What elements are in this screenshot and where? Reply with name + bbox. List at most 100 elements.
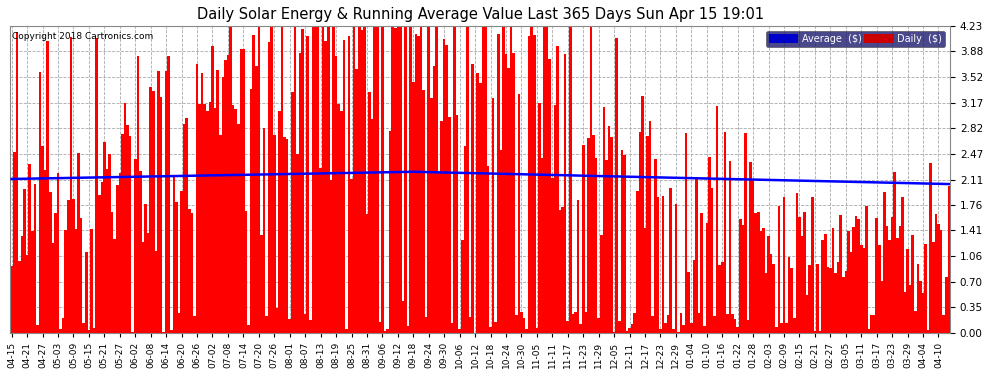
Bar bbox=[729, 161, 732, 333]
Bar bbox=[796, 194, 798, 333]
Bar bbox=[249, 89, 252, 333]
Bar bbox=[481, 26, 484, 333]
Bar bbox=[592, 135, 595, 333]
Bar bbox=[399, 26, 402, 333]
Bar bbox=[103, 142, 106, 333]
Bar bbox=[600, 234, 603, 333]
Bar bbox=[574, 312, 577, 333]
Bar bbox=[816, 264, 819, 333]
Bar bbox=[358, 26, 360, 333]
Bar bbox=[368, 92, 371, 333]
Bar bbox=[31, 231, 34, 333]
Bar bbox=[193, 316, 196, 333]
Bar bbox=[10, 266, 13, 333]
Bar bbox=[59, 329, 62, 333]
Text: Copyright 2018 Cartronics.com: Copyright 2018 Cartronics.com bbox=[12, 32, 153, 41]
Bar bbox=[404, 26, 407, 333]
Bar bbox=[371, 119, 373, 333]
Bar bbox=[95, 38, 98, 333]
Bar bbox=[137, 56, 140, 333]
Bar bbox=[227, 56, 230, 333]
Bar bbox=[162, 332, 165, 333]
Bar bbox=[50, 192, 51, 333]
Bar bbox=[690, 324, 693, 333]
Bar bbox=[751, 179, 754, 333]
Bar bbox=[742, 225, 744, 333]
Bar bbox=[904, 292, 906, 333]
Bar bbox=[224, 60, 227, 333]
Bar bbox=[526, 329, 528, 333]
Bar bbox=[24, 189, 26, 333]
Bar bbox=[201, 73, 204, 333]
Bar bbox=[301, 29, 304, 333]
Bar bbox=[878, 245, 880, 333]
Bar bbox=[857, 219, 860, 333]
Bar bbox=[436, 26, 438, 333]
Bar bbox=[558, 210, 561, 333]
Bar bbox=[860, 245, 862, 333]
Bar bbox=[541, 158, 544, 333]
Bar bbox=[140, 171, 142, 333]
Bar bbox=[536, 328, 539, 333]
Bar bbox=[639, 132, 642, 333]
Bar bbox=[450, 323, 453, 333]
Bar bbox=[829, 268, 832, 333]
Bar bbox=[98, 195, 101, 333]
Bar bbox=[837, 262, 840, 333]
Bar bbox=[154, 251, 157, 333]
Bar bbox=[152, 91, 154, 333]
Bar bbox=[654, 159, 656, 333]
Bar bbox=[360, 30, 363, 333]
Bar bbox=[656, 197, 659, 333]
Bar bbox=[443, 39, 446, 333]
Bar bbox=[613, 332, 616, 333]
Bar bbox=[286, 139, 288, 333]
Bar bbox=[597, 318, 600, 333]
Bar bbox=[944, 277, 947, 333]
Bar bbox=[13, 152, 16, 333]
Bar bbox=[634, 313, 636, 333]
Bar bbox=[695, 180, 698, 333]
Bar bbox=[793, 318, 796, 333]
Bar bbox=[507, 68, 510, 333]
Bar bbox=[862, 248, 865, 333]
Bar bbox=[785, 323, 788, 333]
Bar bbox=[539, 103, 541, 333]
Bar bbox=[706, 224, 708, 333]
Bar bbox=[919, 281, 922, 333]
Bar bbox=[616, 38, 618, 333]
Bar bbox=[175, 202, 178, 333]
Bar bbox=[674, 204, 677, 333]
Bar bbox=[935, 214, 938, 333]
Bar bbox=[847, 231, 849, 333]
Bar bbox=[325, 41, 327, 333]
Bar bbox=[16, 32, 18, 333]
Bar bbox=[875, 218, 878, 333]
Bar bbox=[873, 315, 875, 333]
Bar bbox=[129, 136, 132, 333]
Bar bbox=[590, 26, 592, 333]
Bar bbox=[487, 166, 489, 333]
Bar bbox=[603, 107, 605, 333]
Bar bbox=[363, 26, 365, 333]
Bar bbox=[394, 28, 397, 333]
Bar bbox=[299, 53, 301, 333]
Bar bbox=[468, 317, 471, 333]
Bar bbox=[775, 327, 777, 333]
Bar bbox=[56, 173, 59, 333]
Bar bbox=[737, 327, 739, 333]
Bar bbox=[211, 46, 214, 333]
Bar bbox=[476, 73, 479, 333]
Bar bbox=[178, 313, 180, 333]
Bar bbox=[44, 170, 47, 333]
Bar bbox=[320, 168, 322, 333]
Bar bbox=[64, 230, 67, 333]
Bar bbox=[777, 206, 780, 333]
Bar bbox=[389, 131, 391, 333]
Bar bbox=[304, 314, 307, 333]
Bar bbox=[167, 56, 170, 333]
Bar bbox=[446, 45, 448, 333]
Bar bbox=[744, 133, 746, 333]
Bar bbox=[621, 150, 623, 333]
Bar bbox=[780, 322, 783, 333]
